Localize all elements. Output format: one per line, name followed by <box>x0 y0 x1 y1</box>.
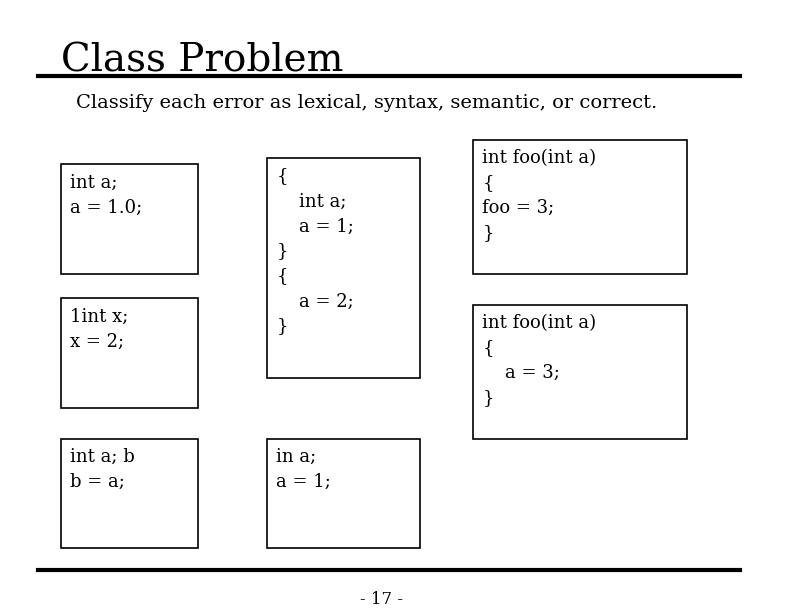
Text: Classify each error as lexical, syntax, semantic, or correct.: Classify each error as lexical, syntax, … <box>76 94 657 113</box>
Text: int foo(int a)
{
    a = 3;
}: int foo(int a) { a = 3; } <box>482 314 596 407</box>
Text: in a;
a = 1;: in a; a = 1; <box>276 448 331 491</box>
Text: int a;
a = 1.0;: int a; a = 1.0; <box>70 174 143 217</box>
FancyBboxPatch shape <box>61 165 199 274</box>
FancyBboxPatch shape <box>267 439 420 548</box>
Text: int a; b
b = a;: int a; b b = a; <box>70 448 135 491</box>
Text: int foo(int a)
{
foo = 3;
}: int foo(int a) { foo = 3; } <box>482 149 596 242</box>
FancyBboxPatch shape <box>473 140 687 274</box>
FancyBboxPatch shape <box>61 299 199 408</box>
Text: - 17 -: - 17 - <box>360 591 403 608</box>
Text: Class Problem: Class Problem <box>61 43 344 80</box>
FancyBboxPatch shape <box>61 439 199 548</box>
Text: {
    int a;
    a = 1;
}
{
    a = 2;
}: { int a; a = 1; } { a = 2; } <box>276 168 354 335</box>
FancyBboxPatch shape <box>473 305 687 439</box>
Text: 1int x;
x = 2;: 1int x; x = 2; <box>70 308 128 351</box>
FancyBboxPatch shape <box>267 159 420 378</box>
